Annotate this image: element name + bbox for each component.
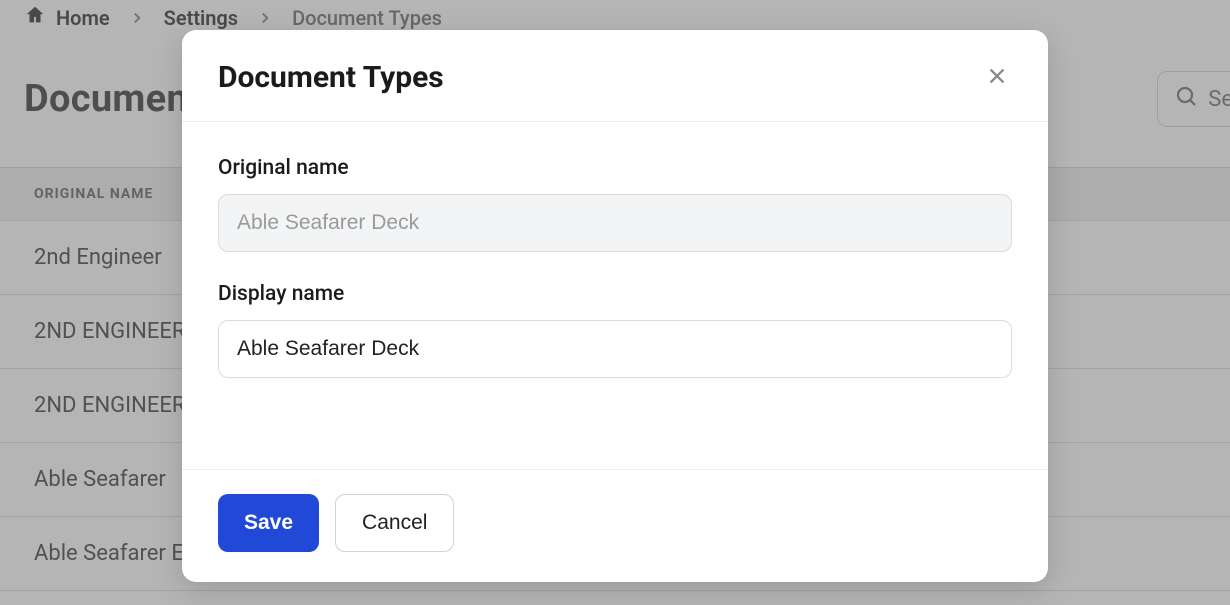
document-type-dialog: Document Types Original name Display nam… — [182, 30, 1048, 582]
original-name-field: Original name — [218, 156, 1012, 252]
cancel-button[interactable]: Cancel — [335, 494, 454, 552]
original-name-label: Original name — [218, 156, 1012, 180]
close-button[interactable] — [982, 61, 1012, 94]
display-name-field: Display name — [218, 282, 1012, 378]
original-name-input — [218, 194, 1012, 252]
dialog-header: Document Types — [182, 30, 1048, 122]
modal-overlay[interactable]: Document Types Original name Display nam… — [0, 0, 1230, 605]
dialog-body: Original name Display name — [182, 122, 1048, 470]
dialog-title: Document Types — [218, 60, 444, 95]
display-name-input[interactable] — [218, 320, 1012, 378]
close-icon — [986, 75, 1008, 90]
dialog-footer: Save Cancel — [182, 470, 1048, 582]
display-name-label: Display name — [218, 282, 1012, 306]
save-button[interactable]: Save — [218, 494, 319, 552]
